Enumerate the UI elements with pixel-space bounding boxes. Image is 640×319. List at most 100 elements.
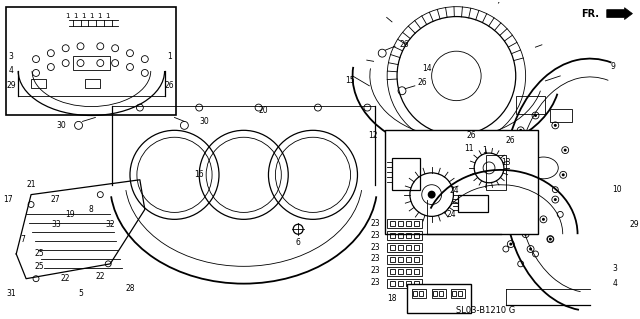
Text: 17: 17 — [3, 195, 13, 204]
Bar — [390, 233, 395, 238]
Bar — [387, 255, 422, 264]
Bar — [392, 158, 420, 190]
Text: 23: 23 — [371, 231, 380, 240]
Circle shape — [542, 218, 545, 221]
Text: 3: 3 — [612, 264, 618, 273]
Text: 26: 26 — [418, 78, 428, 87]
Text: 1: 1 — [74, 12, 78, 19]
Bar — [385, 130, 538, 234]
Bar — [458, 195, 488, 212]
Bar — [398, 281, 403, 286]
Bar — [414, 245, 419, 250]
Bar — [406, 233, 411, 238]
Text: 4: 4 — [9, 66, 13, 76]
Bar — [390, 257, 395, 262]
Text: 1: 1 — [105, 12, 109, 19]
Bar — [398, 245, 403, 250]
Circle shape — [524, 233, 527, 236]
Bar — [438, 291, 442, 296]
Bar — [387, 267, 422, 276]
Circle shape — [549, 238, 552, 241]
Bar — [6, 7, 177, 115]
Text: 6: 6 — [296, 238, 301, 247]
Text: 23: 23 — [371, 278, 380, 287]
Text: 23: 23 — [371, 266, 380, 275]
Text: 4: 4 — [612, 279, 618, 288]
Text: 11: 11 — [465, 144, 474, 152]
Text: 18: 18 — [388, 294, 397, 303]
Text: 5: 5 — [78, 289, 83, 298]
Bar — [486, 155, 506, 190]
Circle shape — [554, 198, 557, 201]
Text: 22: 22 — [95, 272, 105, 281]
Text: 1: 1 — [167, 52, 172, 61]
Text: 25: 25 — [34, 262, 44, 271]
Circle shape — [534, 114, 537, 117]
Bar — [387, 243, 422, 252]
Bar — [387, 231, 422, 240]
Text: 20: 20 — [259, 106, 268, 115]
Text: 13: 13 — [501, 159, 511, 167]
Bar — [414, 221, 419, 226]
Bar — [412, 289, 426, 299]
Text: 27: 27 — [51, 195, 61, 204]
Text: 33: 33 — [51, 220, 61, 229]
Text: 21: 21 — [26, 180, 36, 189]
Text: 7: 7 — [20, 235, 26, 244]
Bar — [406, 221, 411, 226]
Bar — [406, 245, 411, 250]
Bar — [458, 291, 462, 296]
Text: 31: 31 — [6, 289, 16, 298]
Circle shape — [562, 173, 564, 176]
Text: 26: 26 — [467, 131, 476, 140]
Circle shape — [509, 242, 512, 246]
Text: 23: 23 — [371, 242, 380, 252]
Bar — [387, 279, 422, 288]
Text: 26: 26 — [399, 40, 409, 49]
Bar — [414, 281, 419, 286]
Text: 9: 9 — [610, 62, 615, 70]
Text: 29: 29 — [6, 81, 16, 90]
Text: 12: 12 — [368, 131, 377, 140]
Bar — [72, 56, 110, 70]
Bar — [390, 245, 395, 250]
Text: FR.: FR. — [581, 9, 599, 19]
Text: 19: 19 — [66, 210, 76, 219]
Bar — [398, 221, 403, 226]
Text: 25: 25 — [34, 249, 44, 258]
Circle shape — [554, 124, 557, 127]
Bar — [550, 108, 572, 122]
Text: 24: 24 — [447, 210, 456, 219]
Circle shape — [529, 248, 532, 250]
Text: 1: 1 — [81, 12, 86, 19]
Bar — [414, 269, 419, 274]
Text: 29: 29 — [630, 220, 639, 229]
Bar — [414, 257, 419, 262]
Circle shape — [564, 149, 566, 152]
Bar — [516, 96, 545, 114]
Text: 23: 23 — [371, 255, 380, 263]
Text: 26: 26 — [164, 81, 174, 90]
Bar — [398, 257, 403, 262]
Bar — [406, 281, 411, 286]
Bar — [431, 289, 445, 299]
Text: 32: 32 — [106, 220, 115, 229]
Text: 30: 30 — [56, 121, 66, 130]
Text: 16: 16 — [195, 170, 204, 179]
Text: 23: 23 — [371, 219, 380, 228]
Bar — [452, 291, 456, 296]
Bar — [406, 257, 411, 262]
Text: 30: 30 — [199, 117, 209, 126]
Bar — [390, 221, 395, 226]
Bar — [387, 219, 422, 228]
Bar — [451, 289, 465, 299]
Bar — [86, 79, 100, 88]
Text: 26: 26 — [506, 136, 515, 145]
Text: 1: 1 — [482, 145, 486, 155]
FancyArrow shape — [607, 8, 632, 19]
Bar — [414, 233, 419, 238]
Text: 1: 1 — [89, 12, 93, 19]
Bar — [390, 281, 395, 286]
Bar — [406, 269, 411, 274]
Circle shape — [428, 191, 436, 198]
